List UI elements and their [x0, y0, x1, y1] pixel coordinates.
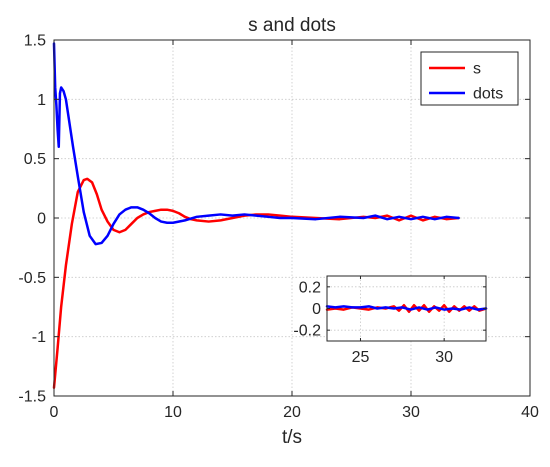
inset-series-line-1	[325, 305, 488, 311]
main-y-tick-label: -1	[32, 329, 46, 346]
main-y-tick-label: 0.5	[24, 151, 46, 168]
inset-series-line-0	[325, 304, 488, 313]
main-x-tick-label: 30	[402, 404, 420, 421]
legend-label-s: s	[473, 61, 481, 78]
inset-y-tick-label: 0	[312, 301, 321, 318]
main-x-tick-label: 10	[164, 404, 182, 421]
main-series-line-dots	[52, 42, 460, 246]
main-x-tick-label: 20	[283, 404, 301, 421]
inset-x-tick-label: 25	[352, 349, 370, 366]
inset-x-tick-label: 30	[435, 349, 453, 366]
main-y-tick-label: 0	[37, 211, 46, 228]
main-x-tick-label: 0	[50, 404, 59, 421]
inset-plot: 25 30 -0.2 0 0.2	[293, 275, 488, 366]
legend-box	[420, 51, 519, 106]
main-y-tick-label: 1.5	[24, 33, 46, 50]
inset-y-tick-label: 0.2	[299, 279, 321, 296]
main-x-tick-label: 40	[521, 404, 539, 421]
main-y-tick-label: -0.5	[18, 270, 46, 287]
legend-label-dots: dots	[473, 86, 503, 103]
main-y-tick-label: 1	[37, 92, 46, 109]
main-plot: 0 10 20 30 40 -1.5 -1 -0.5 0 0.5 1 1.5 s and dots t/s…	[18, 15, 539, 448]
main-x-axis-label: t/s	[282, 427, 302, 448]
inset-y-tick-label: -0.2	[293, 323, 321, 340]
main-y-tick-label: -1.5	[18, 389, 46, 406]
main-chart-title: s and dots	[248, 15, 336, 36]
legend: s dots	[420, 51, 519, 106]
